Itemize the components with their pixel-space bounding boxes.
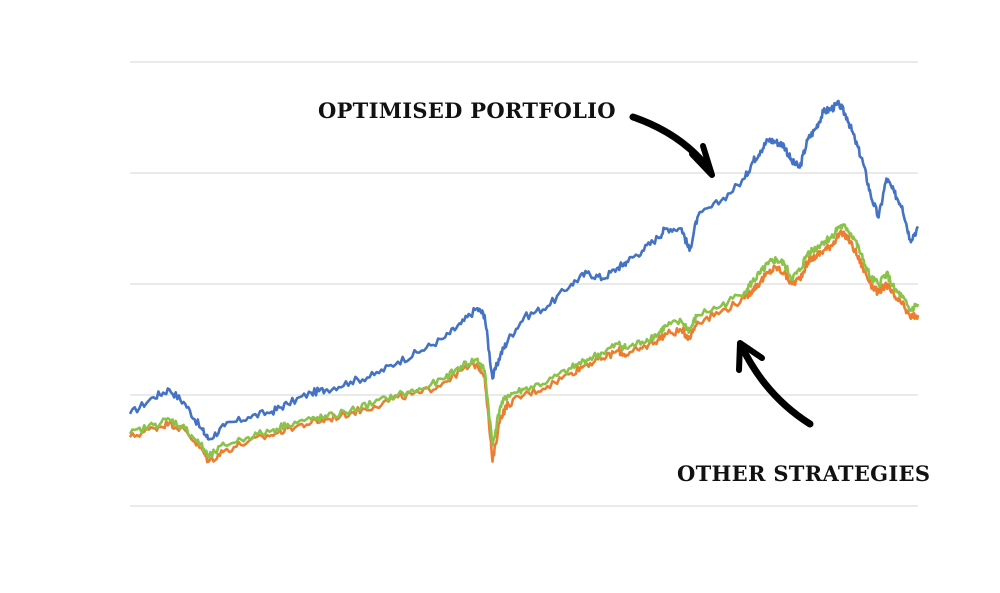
series-line-1 (128, 229, 920, 464)
arrow-optimised-icon (629, 113, 715, 178)
gridlines (130, 61, 918, 507)
series-line-0 (128, 99, 920, 441)
annotation-optimised-portfolio: OPTIMISED PORTFOLIO (318, 98, 616, 123)
series-lines (128, 99, 920, 464)
annotation-other-strategies: OTHER STRATEGIES (677, 461, 930, 486)
arrow-other-strategies-icon (736, 340, 814, 428)
series-line-2 (128, 223, 920, 459)
